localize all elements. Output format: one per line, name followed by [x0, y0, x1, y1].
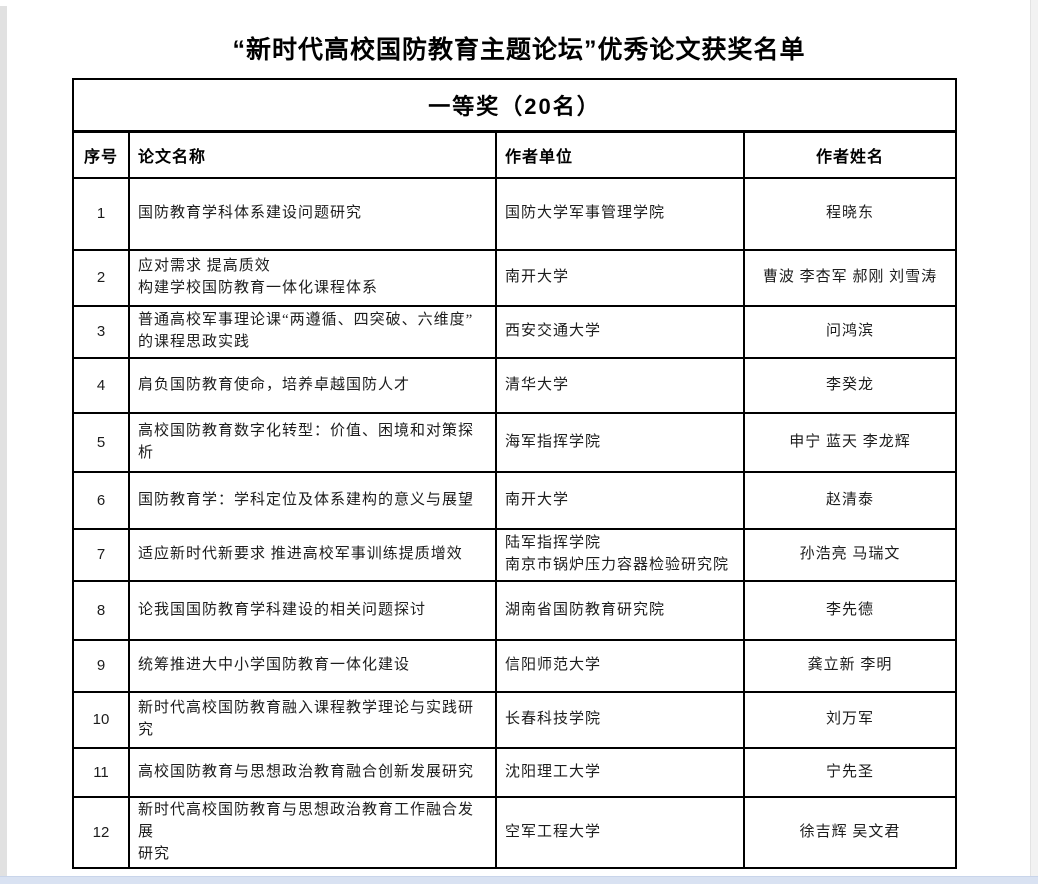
- author-name-cell: 宁先圣: [742, 747, 958, 798]
- author-name-cell: 刘万军: [742, 691, 958, 749]
- author-name-cell: 申宁 蓝天 李龙辉: [742, 412, 958, 473]
- paper-title-cell: 应对需求 提高质效 构建学校国防教育一体化课程体系: [128, 249, 497, 307]
- table-row: 9 统筹推进大中小学国防教育一体化建设 信阳师范大学 龚立新 李明: [72, 639, 958, 693]
- author-org-cell: 长春科技学院: [495, 691, 745, 749]
- table-row: 1 国防教育学科体系建设问题研究 国防大学军事管理学院 程晓东: [72, 177, 958, 251]
- table-row: 6 国防教育学：学科定位及体系建构的意义与展望 南开大学 赵清泰: [72, 471, 958, 530]
- page-edge-left-strip: [0, 6, 7, 884]
- page-edge-right-strip: [1030, 0, 1038, 884]
- table-row: 8 论我国国防教育学科建设的相关问题探讨 湖南省国防教育研究院 李先德: [72, 580, 958, 641]
- author-org-cell: 西安交通大学: [495, 305, 745, 359]
- author-org-cell: 沈阳理工大学: [495, 747, 745, 798]
- column-header-authors: 作者姓名: [742, 130, 958, 179]
- row-index-cell: 10: [72, 691, 130, 749]
- table-row: 3 普通高校军事理论课“两遵循、四突破、六维度” 的课程思政实践 西安交通大学 问鸿滨: [72, 305, 958, 359]
- author-name-cell: 李癸龙: [742, 357, 958, 414]
- row-index-cell: 5: [72, 412, 130, 473]
- table-row: 4 肩负国防教育使命，培养卓越国防人才 清华大学 李癸龙: [72, 357, 958, 414]
- row-index-cell: 4: [72, 357, 130, 414]
- paper-title-cell: 新时代高校国防教育融入课程教学理论与实践研究: [128, 691, 497, 749]
- author-org-cell: 海军指挥学院: [495, 412, 745, 473]
- row-index-cell: 2: [72, 249, 130, 307]
- paper-title-cell: 国防教育学科体系建设问题研究: [128, 177, 497, 251]
- paper-title-cell: 肩负国防教育使命，培养卓越国防人才: [128, 357, 497, 414]
- column-header-title: 论文名称: [128, 130, 497, 179]
- page-edge-bottom-strip: [0, 876, 1038, 884]
- document-title: “新时代高校国防教育主题论坛”优秀论文获奖名单: [232, 36, 806, 64]
- paper-title-cell: 统筹推进大中小学国防教育一体化建设: [128, 639, 497, 693]
- table-row: 12 新时代高校国防教育与思想政治教育工作融合发展 研究 空军工程大学 徐吉辉 吴文君: [72, 795, 958, 870]
- author-name-cell: 孙浩亮 马瑞文: [742, 528, 958, 582]
- table-row: 10 新时代高校国防教育融入课程教学理论与实践研究 长春科技学院 刘万军: [72, 691, 958, 749]
- author-org-cell: 空军工程大学: [495, 795, 745, 870]
- paper-title-cell: 新时代高校国防教育与思想政治教育工作融合发展 研究: [128, 795, 497, 870]
- author-name-cell: 程晓东: [742, 177, 958, 251]
- column-header-org: 作者单位: [495, 130, 745, 179]
- row-index-cell: 12: [72, 795, 130, 870]
- author-name-cell: 李先德: [742, 580, 958, 641]
- table-header-row: 序号 论文名称 作者单位 作者姓名: [72, 130, 958, 179]
- author-name-cell: 徐吉辉 吴文君: [742, 795, 958, 870]
- author-name-cell: 曹波 李杏军 郝刚 刘雪涛: [742, 249, 958, 307]
- table-row: 2 应对需求 提高质效 构建学校国防教育一体化课程体系 南开大学 曹波 李杏军 郝刚 …: [72, 249, 958, 307]
- author-name-cell: 问鸿滨: [742, 305, 958, 359]
- table-row: 5 高校国防教育数字化转型：价值、困境和对策探析 海军指挥学院 申宁 蓝天 李龙辉: [72, 412, 958, 473]
- table-row: 11 高校国防教育与思想政治教育融合创新发展研究 沈阳理工大学 宁先圣: [72, 747, 958, 798]
- paper-title-cell: 高校国防教育与思想政治教育融合创新发展研究: [128, 747, 497, 798]
- author-org-cell: 信阳师范大学: [495, 639, 745, 693]
- author-org-cell: 南开大学: [495, 471, 745, 530]
- row-index-cell: 6: [72, 471, 130, 530]
- paper-table-body: 1 国防教育学科体系建设问题研究 国防大学军事管理学院 程晓东 2 应对需求 提高质效 构…: [72, 177, 958, 870]
- table-row: 7 适应新时代新要求 推进高校军事训练提质增效 陆军指挥学院 南京市锅炉压力容器检验…: [72, 528, 958, 582]
- column-header-no: 序号: [72, 130, 130, 179]
- paper-title-cell: 普通高校军事理论课“两遵循、四突破、六维度” 的课程思政实践: [128, 305, 497, 359]
- author-name-cell: 赵清泰: [742, 471, 958, 530]
- section-header: 一等奖（20名）: [71, 78, 958, 133]
- paper-title-cell: 高校国防教育数字化转型：价值、困境和对策探析: [128, 412, 497, 473]
- row-index-cell: 8: [72, 580, 130, 641]
- paper-title-cell: 论我国国防教育学科建设的相关问题探讨: [128, 580, 497, 641]
- paper-title-cell: 适应新时代新要求 推进高校军事训练提质增效: [128, 528, 497, 582]
- paper-title-cell: 国防教育学：学科定位及体系建构的意义与展望: [128, 471, 497, 530]
- author-org-cell: 湖南省国防教育研究院: [495, 580, 745, 641]
- section-band-row: 一等奖（20名）: [71, 78, 958, 133]
- row-index-cell: 9: [72, 639, 130, 693]
- author-org-cell: 清华大学: [495, 357, 745, 414]
- author-org-cell: 国防大学军事管理学院: [495, 177, 745, 251]
- row-index-cell: 1: [72, 177, 130, 251]
- author-org-cell: 南开大学: [495, 249, 745, 307]
- row-index-cell: 3: [72, 305, 130, 359]
- author-org-cell: 陆军指挥学院 南京市锅炉压力容器检验研究院: [495, 528, 745, 582]
- author-name-cell: 龚立新 李明: [742, 639, 958, 693]
- row-index-cell: 11: [72, 747, 130, 798]
- award-table: 一等奖（20名） 序号 论文名称 作者单位 作者姓名 1 国防教育学科体系建设问题…: [71, 78, 958, 870]
- row-index-cell: 7: [72, 528, 130, 582]
